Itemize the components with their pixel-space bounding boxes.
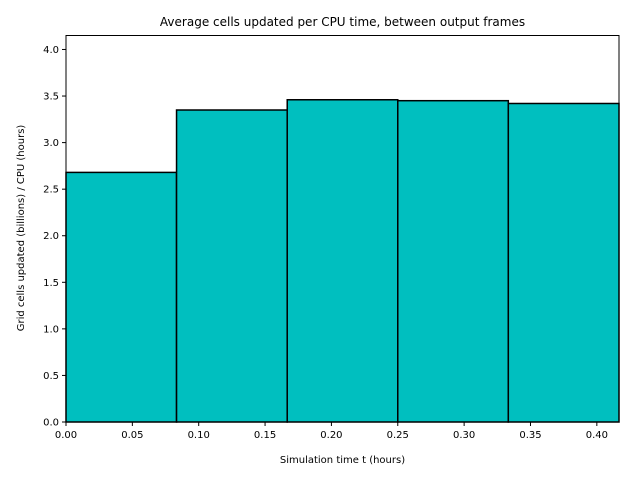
bars-group xyxy=(65,99,620,423)
bar-2 xyxy=(286,99,399,423)
y-tick-label-7: 3.5 xyxy=(43,92,59,103)
y-tick-label-5: 2.5 xyxy=(43,185,59,196)
y-tick-label-3: 1.5 xyxy=(43,278,59,289)
x-tick-label-6: 0.30 xyxy=(453,430,475,441)
x-tick-label-0: 0.00 xyxy=(55,430,77,441)
y-axis-label: Grid cells updated (billions) / CPU (hou… xyxy=(16,125,27,332)
bar-4 xyxy=(507,102,620,423)
x-tick-label-7: 0.35 xyxy=(519,430,541,441)
x-tick-label-2: 0.10 xyxy=(188,430,210,441)
x-tick-label-5: 0.25 xyxy=(387,430,409,441)
y-tick-label-0: 0.0 xyxy=(43,418,59,429)
axes-frame xyxy=(65,35,620,423)
bar-3 xyxy=(397,99,510,423)
y-tick-label-6: 3.0 xyxy=(43,138,59,149)
x-tick-label-3: 0.15 xyxy=(254,430,276,441)
x-tick-label-1: 0.05 xyxy=(121,430,143,441)
y-tick-label-2: 1.0 xyxy=(43,324,59,335)
y-ticks: 0.0 0.5 1.0 1.5 2.0 2.5 3.0 3.5 4.0 xyxy=(43,45,66,429)
x-axis-label: Simulation time t (hours) xyxy=(280,455,405,466)
x-tick-label-8: 0.40 xyxy=(586,430,608,441)
y-tick-label-1: 0.5 xyxy=(43,371,59,382)
y-tick-label-8: 4.0 xyxy=(43,45,59,56)
bar-1 xyxy=(175,109,288,423)
bar-0 xyxy=(65,171,178,423)
x-tick-label-4: 0.20 xyxy=(320,430,342,441)
x-ticks: 0.00 0.05 0.10 0.15 0.20 0.25 0.30 0.35 0.40 xyxy=(55,422,608,441)
y-tick-label-4: 2.0 xyxy=(43,231,59,242)
chart-title: Average cells updated per CPU time, betw… xyxy=(160,15,525,29)
